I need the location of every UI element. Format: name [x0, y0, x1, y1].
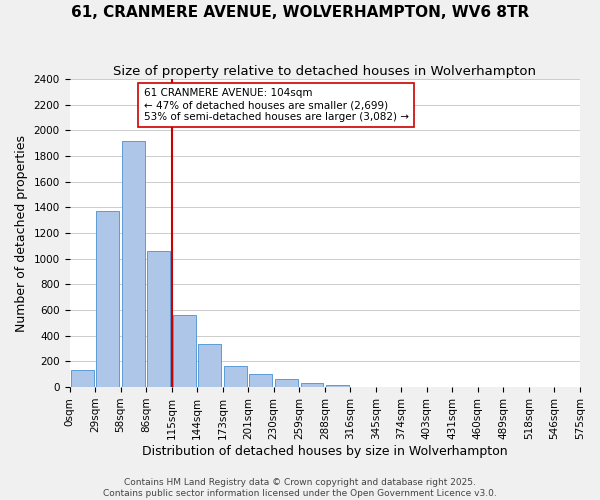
- Bar: [199, 344, 221, 387]
- Text: 61 CRANMERE AVENUE: 104sqm
← 47% of detached houses are smaller (2,699)
53% of s: 61 CRANMERE AVENUE: 104sqm ← 47% of deta…: [143, 88, 409, 122]
- Bar: [71, 370, 94, 387]
- Bar: [173, 315, 196, 387]
- Text: Contains HM Land Registry data © Crown copyright and database right 2025.
Contai: Contains HM Land Registry data © Crown c…: [103, 478, 497, 498]
- Title: Size of property relative to detached houses in Wolverhampton: Size of property relative to detached ho…: [113, 65, 536, 78]
- Bar: [148, 251, 170, 387]
- Bar: [122, 141, 145, 387]
- Y-axis label: Number of detached properties: Number of detached properties: [15, 134, 28, 332]
- Bar: [326, 385, 349, 387]
- Bar: [224, 366, 247, 387]
- Bar: [97, 212, 119, 387]
- Text: 61, CRANMERE AVENUE, WOLVERHAMPTON, WV6 8TR: 61, CRANMERE AVENUE, WOLVERHAMPTON, WV6 …: [71, 5, 529, 20]
- Bar: [250, 374, 272, 387]
- Bar: [301, 383, 323, 387]
- Bar: [275, 380, 298, 387]
- X-axis label: Distribution of detached houses by size in Wolverhampton: Distribution of detached houses by size …: [142, 444, 508, 458]
